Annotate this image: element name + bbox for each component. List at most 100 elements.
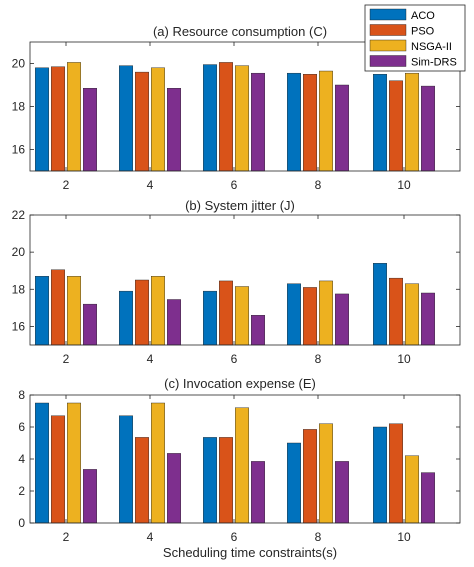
bar-nsga-ii-2: [67, 276, 81, 346]
bar-aco-4: [119, 290, 133, 346]
x-tick-label: 6: [231, 352, 238, 366]
bar-aco-4: [119, 65, 133, 172]
bar-sim-drs-10: [421, 85, 435, 172]
legend-label: NSGA-II: [411, 41, 452, 53]
bar-aco-6: [203, 290, 217, 346]
bar-aco-4: [119, 415, 133, 524]
bar-pso-4: [135, 437, 149, 524]
bar-aco-10: [373, 74, 387, 172]
bar-nsga-ii-2: [67, 62, 81, 172]
bar-sim-drs-4: [167, 453, 181, 524]
bar-aco-6: [203, 437, 217, 524]
x-tick-label: 8: [315, 352, 322, 366]
x-tick-label: 8: [315, 178, 322, 192]
y-tick-label: 4: [18, 452, 25, 466]
bar-pso-8: [303, 74, 317, 172]
bar-sim-drs-4: [167, 88, 181, 172]
bar-pso-2: [51, 269, 65, 346]
x-tick-label: 2: [63, 530, 70, 544]
x-axis-label: Scheduling time constraints(s): [163, 545, 337, 560]
x-tick-label: 6: [231, 178, 238, 192]
bar-sim-drs-2: [83, 303, 97, 346]
x-tick-label: 4: [147, 178, 154, 192]
y-tick-label: 16: [12, 143, 26, 157]
bar-nsga-ii-8: [319, 280, 333, 346]
x-tick-label: 2: [63, 178, 70, 192]
bar-pso-6: [219, 280, 233, 346]
bar-sim-drs-8: [335, 84, 349, 172]
y-tick-label: 0: [18, 516, 25, 530]
bar-pso-10: [389, 277, 403, 346]
bar-nsga-ii-2: [67, 402, 81, 524]
bar-aco-8: [287, 442, 301, 524]
bar-pso-2: [51, 415, 65, 524]
bar-nsga-ii-4: [151, 276, 165, 346]
x-tick-label: 10: [397, 530, 411, 544]
bar-pso-6: [219, 437, 233, 524]
panel-title: (b) System jitter (J): [185, 198, 295, 213]
legend-label: ACO: [411, 10, 435, 22]
legend-swatch-pso: [369, 24, 407, 36]
bar-sim-drs-8: [335, 461, 349, 524]
bar-nsga-ii-8: [319, 423, 333, 524]
bar-aco-2: [35, 402, 49, 524]
bar-pso-10: [389, 423, 403, 524]
legend-swatch-aco: [369, 8, 407, 21]
bar-nsga-ii-8: [319, 70, 333, 172]
legend-label: PSO: [411, 26, 435, 38]
bar-pso-2: [51, 66, 65, 172]
bar-aco-10: [373, 263, 387, 346]
bar-aco-10: [373, 426, 387, 524]
y-tick-label: 18: [12, 282, 26, 296]
bar-aco-2: [35, 67, 49, 172]
y-tick-label: 18: [12, 100, 26, 114]
bar-nsga-ii-6: [235, 407, 249, 524]
y-tick-label: 16: [12, 319, 26, 333]
bar-sim-drs-8: [335, 293, 349, 346]
panel-1: 16 18 20 2 4 6 8 10 (a) Resource consumption (C): [12, 24, 461, 192]
bar-nsga-ii-10: [405, 455, 419, 524]
bar-aco-8: [287, 72, 301, 172]
y-tick-label: 6: [18, 420, 25, 434]
bar-pso-8: [303, 287, 317, 346]
panel-title: (a) Resource consumption (C): [153, 24, 327, 39]
x-tick-label: 6: [231, 530, 238, 544]
bar-sim-drs-2: [83, 88, 97, 172]
y-tick-label: 2: [18, 484, 25, 498]
bar-sim-drs-10: [421, 472, 435, 524]
y-tick-label: 8: [18, 388, 25, 402]
bar-pso-6: [219, 62, 233, 172]
legend-swatch-nsga-ii: [369, 39, 407, 52]
bar-sim-drs-10: [421, 292, 435, 346]
x-tick-label: 4: [147, 530, 154, 544]
x-tick-label: 8: [315, 530, 322, 544]
y-tick-label: 22: [12, 208, 26, 222]
bar-aco-6: [203, 64, 217, 172]
bar-pso-4: [135, 71, 149, 172]
panel-title: (c) Invocation expense (E): [164, 376, 316, 391]
bar-nsga-ii-10: [405, 72, 419, 172]
x-tick-label: 2: [63, 352, 70, 366]
panel-3: 0 2 4 6 8 2 4 6 8 10 (c) Invocation expense (E) Sch…: [18, 376, 461, 560]
bar-sim-drs-6: [251, 315, 265, 346]
axes-box: [29, 214, 461, 346]
bar-nsga-ii-4: [151, 402, 165, 524]
x-tick-label: 4: [147, 352, 154, 366]
bar-nsga-ii-6: [235, 65, 249, 172]
bar-aco-8: [287, 283, 301, 346]
x-tick-label: 10: [397, 352, 411, 366]
bar-sim-drs-2: [83, 469, 97, 524]
bar-sim-drs-6: [251, 72, 265, 172]
bar-sim-drs-4: [167, 299, 181, 346]
bar-pso-10: [389, 80, 403, 172]
legend-swatch-sim-drs: [369, 55, 407, 67]
y-tick-label: 20: [12, 245, 26, 259]
bar-nsga-ii-6: [235, 286, 249, 346]
bar-pso-8: [303, 429, 317, 524]
bar-aco-2: [35, 276, 49, 346]
x-tick-label: 10: [397, 178, 411, 192]
y-tick-label: 20: [12, 57, 26, 71]
bar-pso-4: [135, 279, 149, 346]
